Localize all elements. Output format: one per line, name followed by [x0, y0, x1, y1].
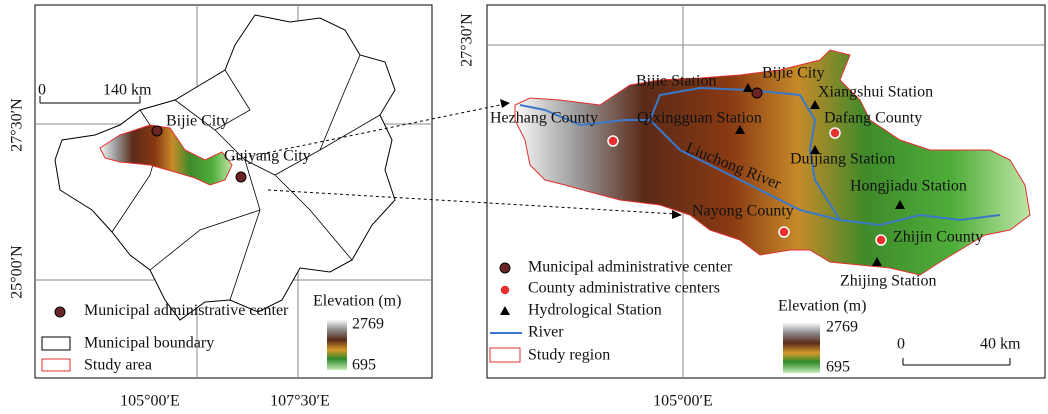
scale-label: 40 km — [980, 336, 1021, 353]
municipal-center-marker — [152, 126, 162, 136]
legend-label: Study region — [528, 347, 610, 364]
longitude-label: 107°30′E — [270, 393, 330, 410]
place-label: Bijie City — [762, 65, 825, 82]
legend-label: River — [528, 324, 564, 341]
legend-label: Municipal boundary — [84, 335, 214, 352]
municipal-center-marker — [752, 88, 762, 98]
place-label: Dafang County — [824, 110, 922, 127]
place-label: Bijie Station — [636, 73, 716, 90]
map-figure: Bijie City Guiyang City 0 140 km Municip… — [0, 0, 1048, 414]
scale-label: 140 km — [103, 82, 152, 99]
legend-marker — [500, 306, 510, 315]
elevation-ramp — [327, 320, 347, 370]
figure: Bijie City Guiyang City 0 140 km Municip… — [0, 0, 1048, 414]
legend-label: Hydrological Station — [528, 302, 662, 319]
legend-label: Study area — [84, 357, 152, 374]
latitude-label: 27°30′N — [9, 98, 26, 152]
legend-swatch — [490, 348, 520, 362]
place-label: Hongjiadu Station — [850, 178, 967, 195]
place-label: Zhijin County — [893, 229, 983, 246]
legend-swatch — [42, 337, 70, 350]
arrow-head — [500, 99, 510, 108]
scale-label: 0 — [897, 336, 905, 353]
legend-label: 2769 — [826, 319, 858, 336]
longitude-label: 105°00′E — [120, 393, 180, 410]
legend-swatch — [42, 359, 70, 371]
legend-marker — [55, 307, 65, 317]
legend-label: Municipal administrative center — [84, 304, 299, 317]
municipal-center-marker — [236, 172, 246, 182]
place-label: Guiyang City — [224, 148, 311, 165]
place-label: Nayong County — [692, 203, 794, 220]
legend-label: 2769 — [352, 316, 384, 333]
elevation-ramp — [783, 323, 820, 373]
place-label: Xiangshui Station — [818, 84, 933, 101]
place-label: Bijie City — [166, 113, 229, 130]
legend-label: Municipal administrative center — [528, 259, 733, 276]
legend-title: Elevation (m) — [313, 293, 401, 310]
right-scale-bar — [903, 358, 1010, 365]
longitude-label: 105°00′E — [653, 393, 713, 410]
legend-marker — [500, 263, 510, 273]
legend-marker — [500, 285, 510, 295]
place-label: Hezhang County — [490, 110, 598, 127]
place-label: Duijiang Station — [790, 151, 895, 168]
latitude-label: 25°00′N — [9, 245, 26, 299]
place-label: Zhijing Station — [840, 273, 936, 290]
place-label: Qixingguan Station — [637, 110, 762, 127]
legend-label: 695 — [826, 359, 850, 376]
legend-title: Elevation (m) — [778, 298, 866, 315]
scale-label: 0 — [38, 82, 46, 99]
legend-label: 695 — [352, 357, 376, 374]
legend-label: County administrative centers — [528, 280, 720, 297]
latitude-label: 27°30′N — [459, 13, 476, 67]
